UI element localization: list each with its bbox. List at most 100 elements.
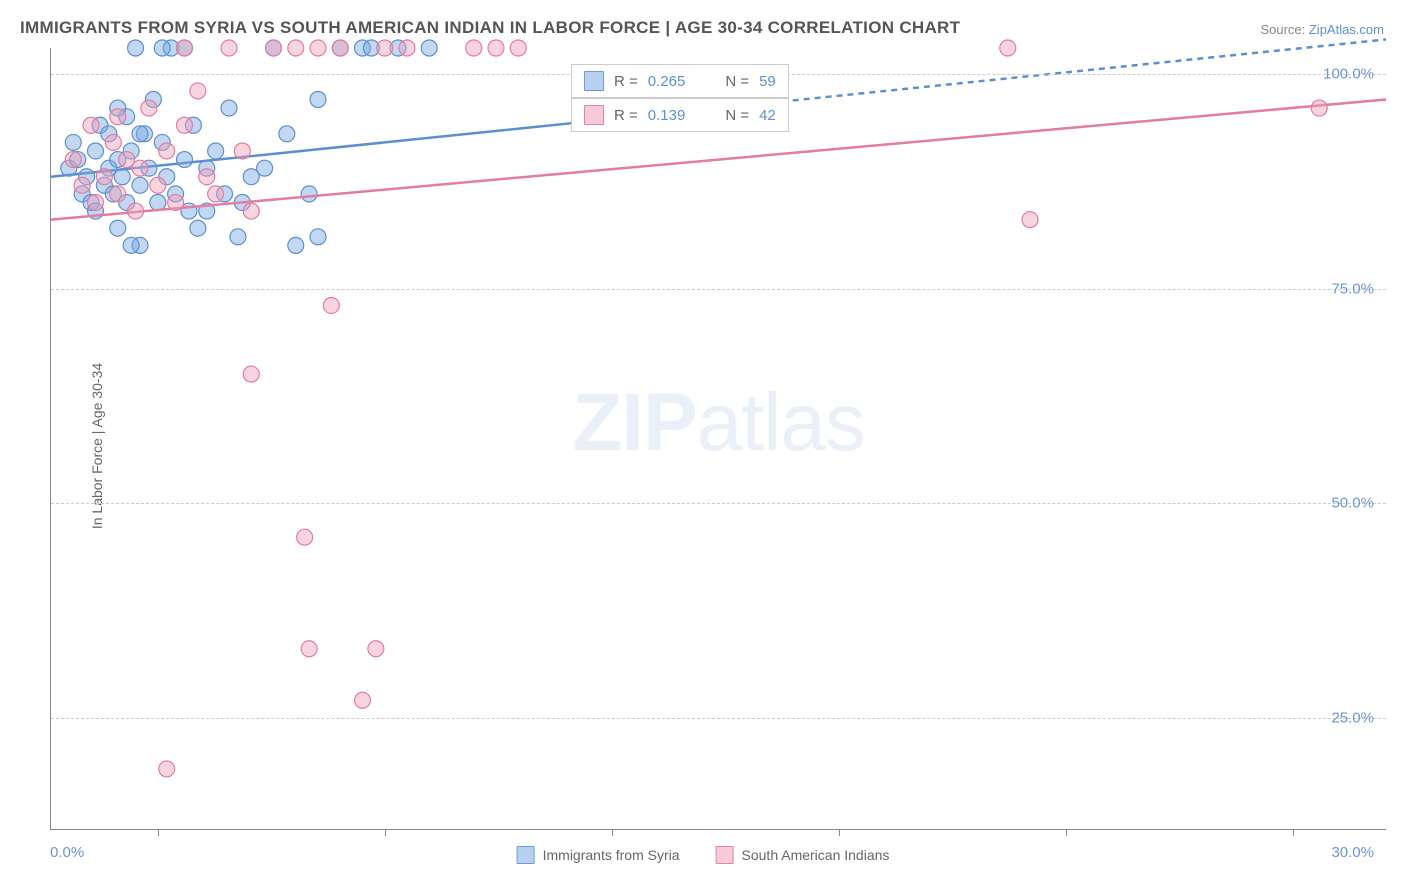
data-point-sai <box>510 40 526 56</box>
legend-swatch-syria <box>517 846 535 864</box>
data-point-sai <box>177 40 193 56</box>
legend-label-sai: South American Indians <box>742 847 890 863</box>
data-point-sai <box>1000 40 1016 56</box>
data-point-sai <box>83 117 99 133</box>
data-point-sai <box>105 134 121 150</box>
legend-item-syria: Immigrants from Syria <box>517 846 680 864</box>
data-point-sai <box>368 641 384 657</box>
data-point-sai <box>199 169 215 185</box>
y-tick-label: 50.0% <box>1331 495 1374 512</box>
data-point-syria <box>421 40 437 56</box>
data-point-syria <box>132 177 148 193</box>
stat-n-label: N = <box>725 107 749 124</box>
data-point-sai <box>310 40 326 56</box>
data-point-syria <box>88 143 104 159</box>
data-point-syria <box>279 126 295 142</box>
data-point-syria <box>154 40 170 56</box>
stat-n-label: N = <box>725 73 749 90</box>
gridline <box>51 503 1386 504</box>
data-point-sai <box>128 203 144 219</box>
data-point-syria <box>310 229 326 245</box>
data-point-sai <box>132 160 148 176</box>
x-tick <box>158 829 159 836</box>
stat-swatch-syria <box>584 71 604 91</box>
data-point-syria <box>301 186 317 202</box>
stat-n-value: 59 <box>759 73 776 90</box>
x-tick <box>1293 829 1294 836</box>
plot-area: ZIPatlas 100.0%75.0%50.0%25.0%R =0.265N … <box>50 48 1386 830</box>
stat-box-sai: R = 0.139 N = 42 <box>571 98 789 132</box>
data-point-sai <box>355 692 371 708</box>
data-point-syria <box>230 229 246 245</box>
data-point-sai <box>159 761 175 777</box>
data-point-syria <box>310 92 326 108</box>
data-point-syria <box>114 169 130 185</box>
data-point-sai <box>159 143 175 159</box>
stat-box-syria: R = 0.265 N = 59 <box>571 64 789 98</box>
x-tick <box>1066 829 1067 836</box>
data-point-sai <box>208 186 224 202</box>
y-tick-label: 100.0% <box>1323 65 1374 82</box>
data-point-sai <box>190 83 206 99</box>
data-point-syria <box>208 143 224 159</box>
x-tick <box>612 829 613 836</box>
bottom-legend: Immigrants from Syria South American Indi… <box>517 846 890 864</box>
data-point-sai <box>221 40 237 56</box>
data-point-sai <box>466 40 482 56</box>
data-point-sai <box>168 194 184 210</box>
data-point-syria <box>110 220 126 236</box>
source-label: Source: ZipAtlas.com <box>1260 22 1384 37</box>
data-point-syria <box>123 237 139 253</box>
data-point-sai <box>88 194 104 210</box>
gridline <box>51 718 1386 719</box>
data-point-sai <box>332 40 348 56</box>
data-point-sai <box>243 203 259 219</box>
data-point-sai <box>96 169 112 185</box>
gridline <box>51 289 1386 290</box>
x-tick <box>385 829 386 836</box>
source-link[interactable]: ZipAtlas.com <box>1309 22 1384 37</box>
data-point-sai <box>323 297 339 313</box>
data-point-sai <box>234 143 250 159</box>
stat-r-label: R = <box>614 107 638 124</box>
data-point-syria <box>132 126 148 142</box>
data-point-syria <box>150 194 166 210</box>
data-point-syria <box>190 220 206 236</box>
chart-title: IMMIGRANTS FROM SYRIA VS SOUTH AMERICAN … <box>20 18 960 38</box>
data-point-syria <box>257 160 273 176</box>
legend-item-sai: South American Indians <box>716 846 890 864</box>
data-point-sai <box>177 117 193 133</box>
data-point-sai <box>74 177 90 193</box>
data-point-syria <box>65 134 81 150</box>
data-point-sai <box>301 641 317 657</box>
stat-r-value: 0.265 <box>648 73 686 90</box>
x-min-label: 0.0% <box>50 844 84 861</box>
data-point-sai <box>1022 212 1038 228</box>
data-point-sai <box>141 100 157 116</box>
data-point-syria <box>221 100 237 116</box>
data-point-sai <box>243 366 259 382</box>
chart-container: IMMIGRANTS FROM SYRIA VS SOUTH AMERICAN … <box>0 0 1406 892</box>
stat-r-value: 0.139 <box>648 107 686 124</box>
y-tick-label: 75.0% <box>1331 280 1374 297</box>
data-point-sai <box>1311 100 1327 116</box>
plot-svg <box>51 48 1386 829</box>
data-point-sai <box>288 40 304 56</box>
stat-n-value: 42 <box>759 107 776 124</box>
data-point-sai <box>266 40 282 56</box>
data-point-sai <box>150 177 166 193</box>
data-point-sai <box>110 186 126 202</box>
legend-swatch-sai <box>716 846 734 864</box>
data-point-sai <box>399 40 415 56</box>
legend-label-syria: Immigrants from Syria <box>543 847 680 863</box>
data-point-syria <box>288 237 304 253</box>
x-tick <box>839 829 840 836</box>
data-point-sai <box>110 109 126 125</box>
data-point-syria <box>177 152 193 168</box>
data-point-sai <box>65 152 81 168</box>
stat-swatch-sai <box>584 105 604 125</box>
data-point-sai <box>377 40 393 56</box>
stat-r-label: R = <box>614 73 638 90</box>
data-point-sai <box>488 40 504 56</box>
y-tick-label: 25.0% <box>1331 710 1374 727</box>
